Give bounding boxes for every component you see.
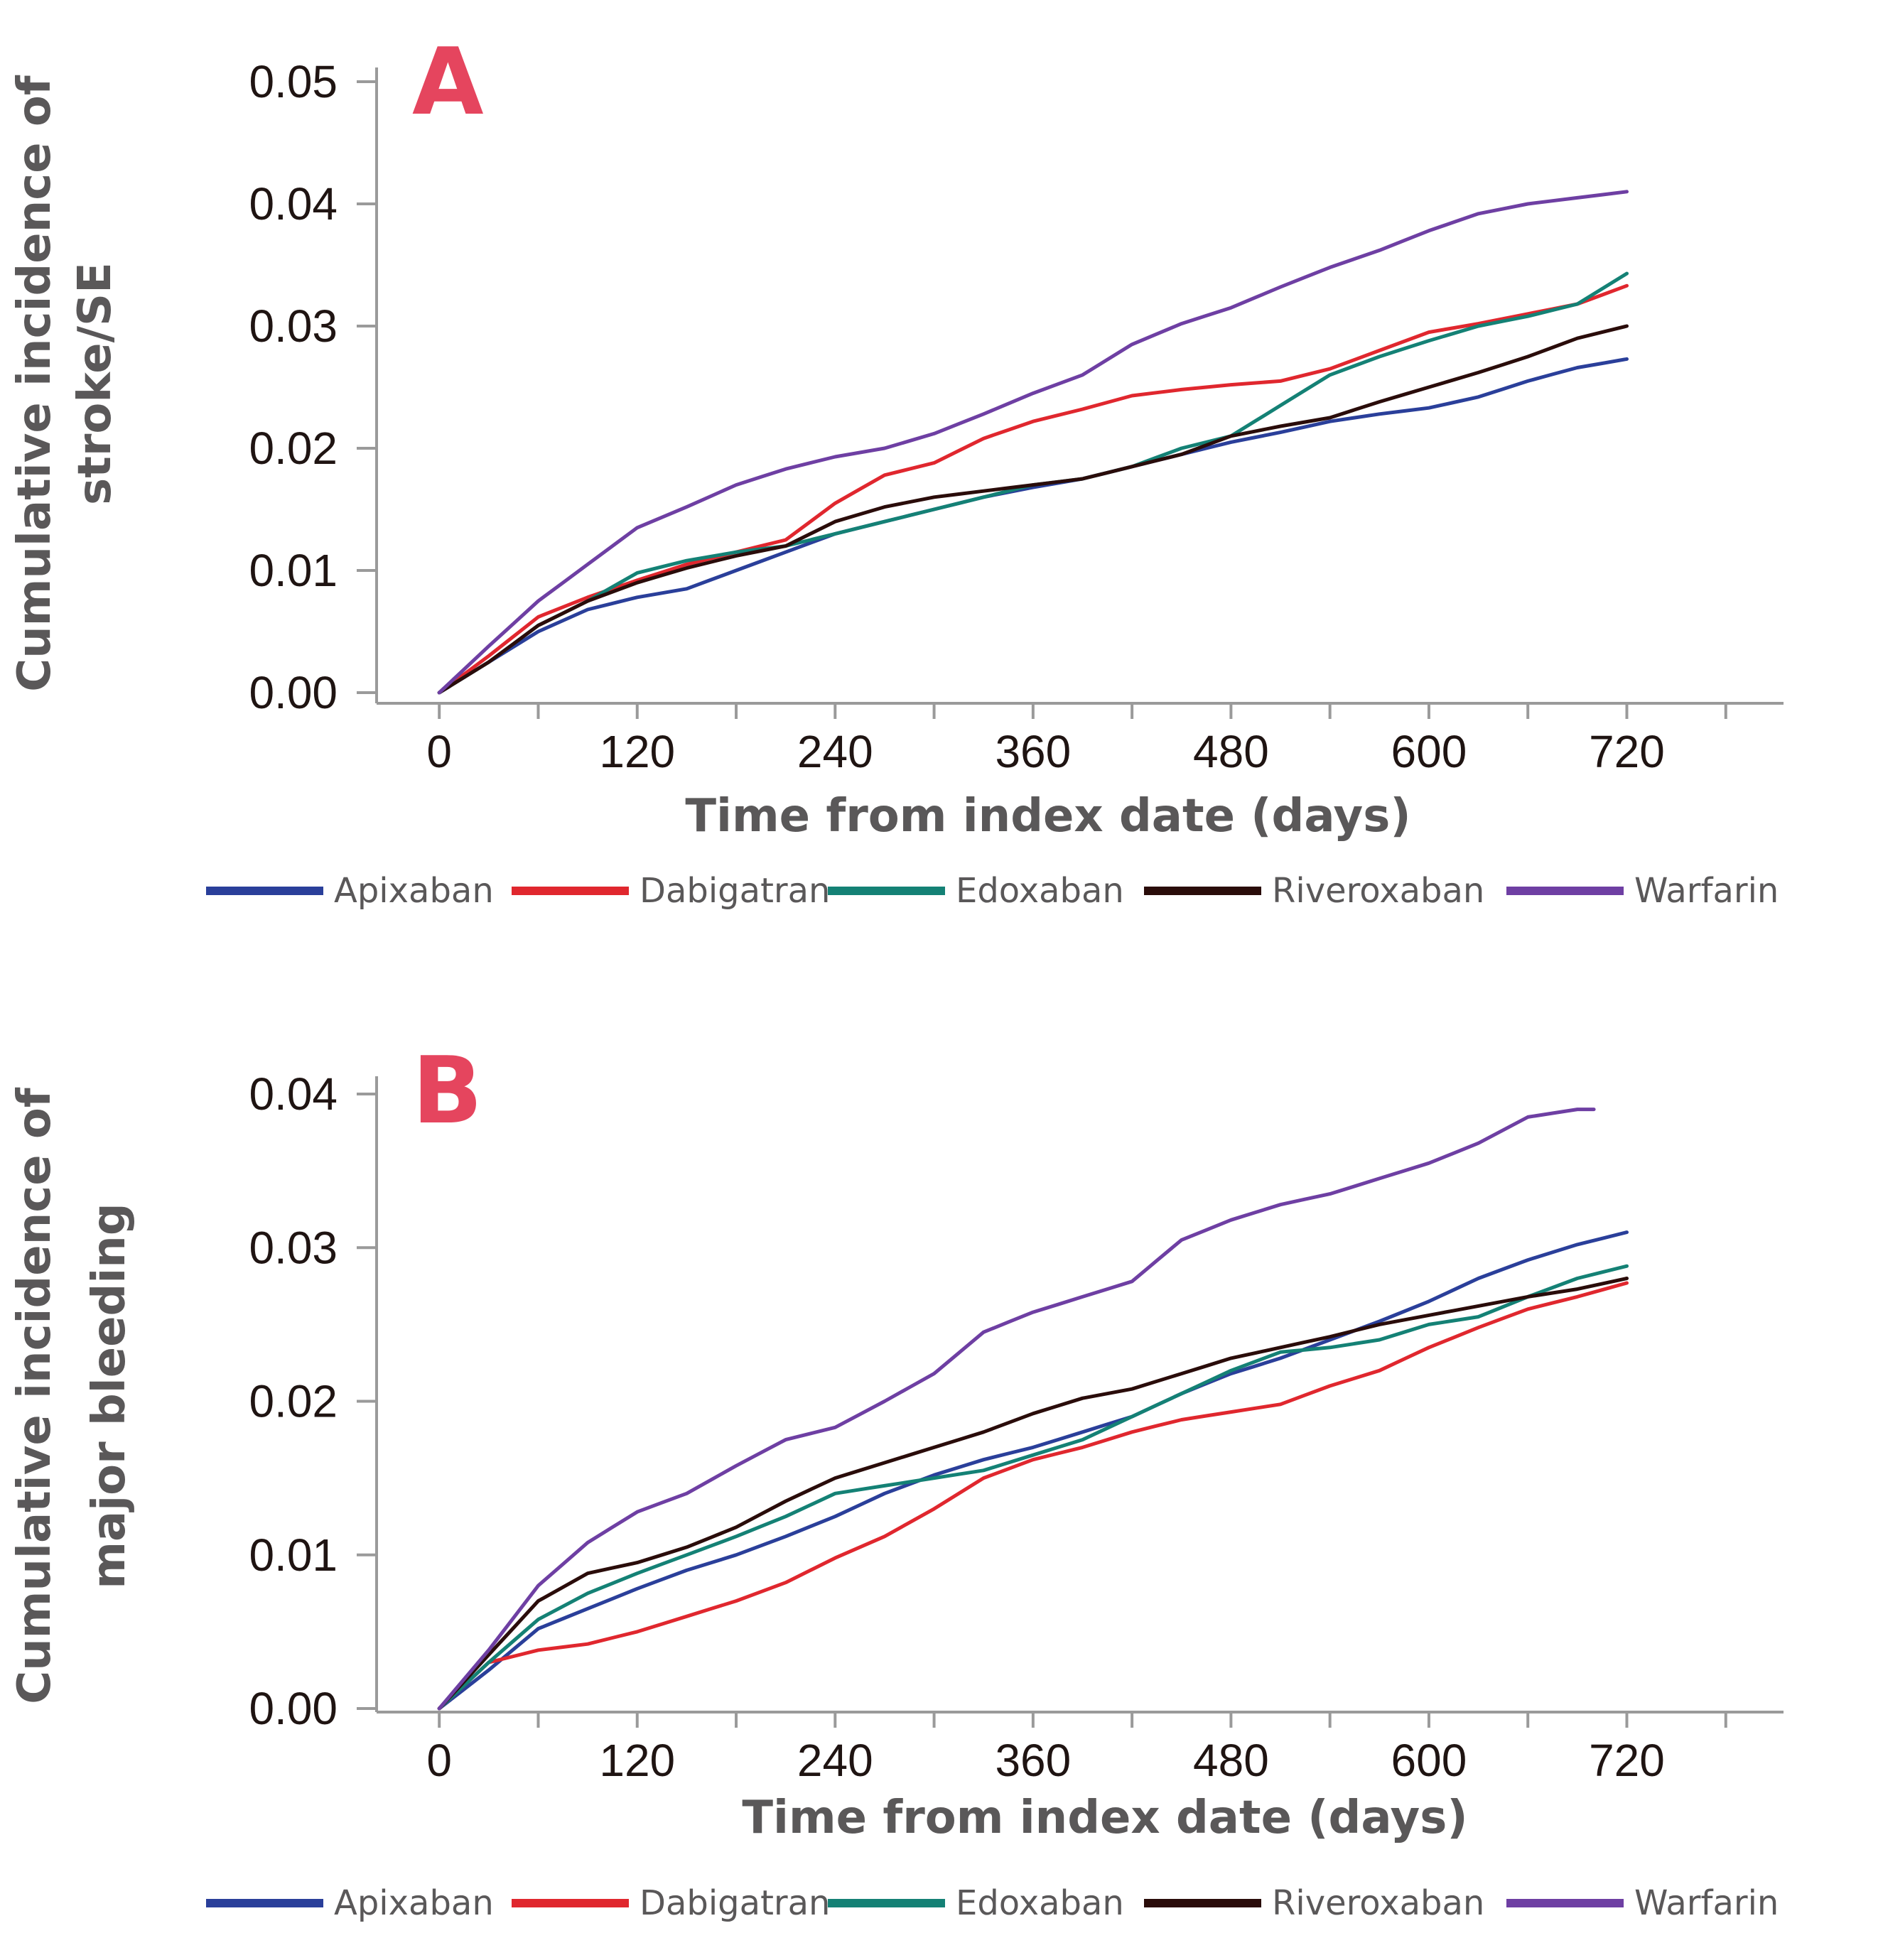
x-tick-label: 600 [1391,726,1467,777]
y-tick-label: 0.03 [249,301,338,352]
x-tick-label: 480 [1193,726,1269,777]
legend-label-apixaban: Apixaban [334,1883,494,1923]
legend-label-edoxaban: Edoxaban [956,871,1124,911]
x-tick-label: 0 [426,726,452,777]
x-tick-label: 0 [426,1735,452,1786]
x-axis-title: Time from index date (days) [685,790,1410,843]
series-line-apixaban [437,357,1629,695]
x-tick-label: 720 [1589,726,1665,777]
panel-letter: B [412,1036,482,1144]
legend-label-apixaban: Apixaban [334,871,494,911]
y-tick-label: 0.01 [249,1529,338,1581]
series-line-edoxaban [437,271,1629,695]
y-axis-title-line: stroke/SE [69,262,122,505]
y-axis-title-line: Cumulative incidence of [9,75,61,692]
y-tick-label: 0.03 [249,1222,338,1273]
x-tick-label: 120 [599,1735,675,1786]
legend-label-edoxaban: Edoxaban [956,1883,1124,1923]
legend-label-riveroxaban: Riveroxaban [1272,1883,1484,1923]
y-tick-label: 0.05 [249,56,338,107]
panel-letter: A [412,28,484,136]
x-axis-title: Time from index date (days) [742,1792,1467,1844]
x-tick-label: 240 [797,726,873,777]
y-tick-label: 0.02 [249,423,338,474]
legend-label-warfarin: Warfarin [1634,1883,1779,1923]
y-tick-label: 0.02 [249,1376,338,1427]
series-line-warfarin [437,190,1629,695]
series-line-warfarin [437,1108,1596,1711]
y-tick-label: 0.00 [249,667,338,718]
legend-label-dabigatran: Dabigatran [640,1883,830,1923]
series-line-apixaban [437,1230,1629,1711]
series-line-edoxaban [437,1264,1629,1711]
legend-label-warfarin: Warfarin [1634,871,1779,911]
x-tick-label: 480 [1193,1735,1269,1786]
x-tick-label: 120 [599,726,675,777]
panel-b-major-bleeding: 0 120 240 360 480 600 720 0.00 0.01 0.02 0.03 0.04 B… [9,1036,1784,1923]
series-line-dabigatran [437,283,1629,695]
y-tick-label: 0.04 [249,1068,338,1120]
x-tick-label: 240 [797,1735,873,1786]
series-line-dabigatran [437,1281,1629,1711]
series-line-riveroxaban [437,1277,1629,1711]
y-tick-label: 0.01 [249,545,338,596]
y-axis-title-line: Cumulative incidence of [9,1087,61,1704]
x-tick-label: 360 [995,726,1071,777]
panel-a-stroke-se: 0 120 240 360 480 600 720 0.00 0.01 0.02 0.03 0.04 0… [9,28,1784,911]
y-tick-label: 0.04 [249,178,338,229]
y-axis-title-line: major bleeding [83,1203,136,1588]
series-line-riveroxaban [437,324,1629,695]
y-tick-label: 0.00 [249,1683,338,1734]
x-tick-label: 360 [995,1735,1071,1786]
x-tick-label: 600 [1391,1735,1467,1786]
legend-label-riveroxaban: Riveroxaban [1272,871,1484,911]
x-tick-label: 720 [1589,1735,1665,1786]
legend-label-dabigatran: Dabigatran [640,871,830,911]
